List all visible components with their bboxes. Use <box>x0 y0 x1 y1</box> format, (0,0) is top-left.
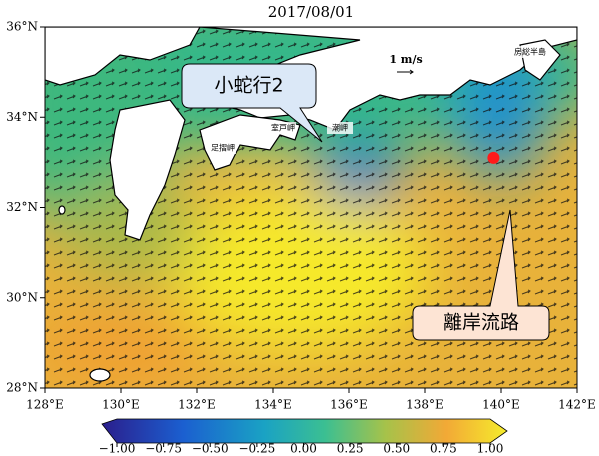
arrow-scale <box>397 69 414 75</box>
x-tick-label: 140°E <box>482 398 520 412</box>
chart-title: 2017/08/01 <box>268 3 354 21</box>
colorbar-tick-label: −0.50 <box>192 442 229 456</box>
place-box <box>270 122 296 134</box>
callout-meander: 小蛇行2 <box>181 63 323 143</box>
x-tick-label: 132°E <box>178 398 216 412</box>
y-tick-label: 32°N <box>6 200 38 214</box>
colorbar-tick-label: −1.00 <box>99 442 136 456</box>
arrow-scale-label: 1 m/s <box>389 53 422 66</box>
colorbar-tick-label: 1.00 <box>477 442 504 456</box>
x-tick-label: 130°E <box>102 398 140 412</box>
colorbar-tick-label: 0.75 <box>430 442 457 456</box>
colorbar-tick-label: 0.00 <box>290 442 317 456</box>
callout-text: 小蛇行2 <box>214 75 283 97</box>
place-label: 潮岬 <box>332 123 348 133</box>
y-tick-label: 28°N <box>6 381 38 395</box>
callout-offshore: 離岸流路 <box>412 209 550 341</box>
place-box <box>210 142 236 154</box>
colorbar <box>101 418 508 444</box>
colorbar-tick-label: 0.50 <box>383 442 410 456</box>
colorbar-tick-label: 0.25 <box>337 442 364 456</box>
x-tick-label: 134°E <box>254 398 292 412</box>
place-box <box>517 46 543 58</box>
y-tick-label: 30°N <box>6 290 38 304</box>
x-tick-label: 142°E <box>558 398 596 412</box>
point-marker <box>487 151 500 164</box>
x-tick-label: 138°E <box>406 398 444 412</box>
callout-text: 離岸流路 <box>443 312 519 334</box>
colorbar-tick-label: −0.75 <box>145 442 182 456</box>
y-tick-label: 34°N <box>6 110 38 124</box>
y-tick-label: 36°N <box>6 20 38 34</box>
place-label: 足摺岬 <box>211 143 235 153</box>
place-label: 室戸岬 <box>271 123 295 133</box>
x-tick-label: 128°E <box>26 398 64 412</box>
x-tick-label: 136°E <box>330 398 368 412</box>
colorbar-tick-label: −0.25 <box>238 442 275 456</box>
place-box <box>327 122 353 134</box>
place-label: 房総半島 <box>514 47 546 57</box>
